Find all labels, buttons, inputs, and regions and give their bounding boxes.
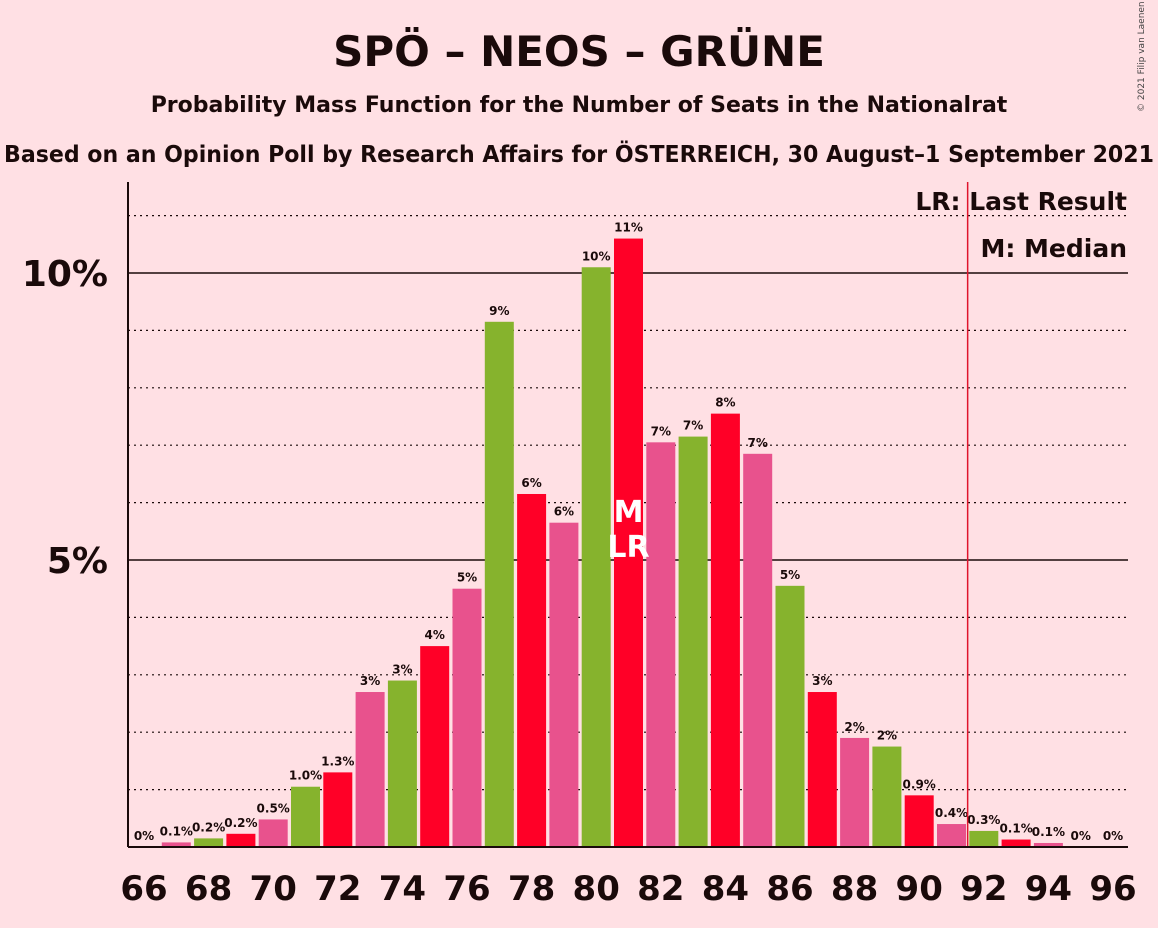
legend-median: M: Median xyxy=(980,234,1127,263)
data-label: 0.2% xyxy=(192,820,225,834)
bar xyxy=(581,267,611,847)
x-tick-label: 96 xyxy=(1089,869,1136,909)
data-label: 0.1% xyxy=(160,824,193,838)
x-tick-label: 82 xyxy=(637,869,684,909)
data-label: 1.3% xyxy=(321,754,354,768)
bar xyxy=(775,585,805,847)
bar xyxy=(1001,839,1031,847)
bar-layer xyxy=(161,238,1063,847)
bar xyxy=(194,838,224,847)
bar xyxy=(710,413,740,847)
data-label: 0.1% xyxy=(1032,825,1065,839)
x-tick-label: 70 xyxy=(250,869,297,909)
x-tick-label: 80 xyxy=(573,869,620,909)
y-tick-label: 10% xyxy=(22,254,108,295)
data-label: 0% xyxy=(134,829,154,843)
data-label: 4% xyxy=(425,628,445,642)
x-tick-label: 78 xyxy=(508,869,555,909)
bar xyxy=(291,786,320,847)
data-label: 3% xyxy=(360,674,380,688)
data-label: 0.4% xyxy=(935,806,968,820)
bar xyxy=(840,737,870,847)
data-label: 0.5% xyxy=(257,801,290,815)
bar xyxy=(872,746,902,847)
last-result-marker: LR xyxy=(607,530,649,565)
data-label: 10% xyxy=(582,249,611,263)
data-label: 0.9% xyxy=(903,777,936,791)
median-marker: M xyxy=(614,495,644,530)
x-tick-label: 76 xyxy=(443,869,490,909)
bar xyxy=(517,493,547,847)
data-label: 0% xyxy=(1071,829,1091,843)
chart-subtitle: Probability Mass Function for the Number… xyxy=(151,93,1008,118)
data-label: 8% xyxy=(715,396,735,410)
bar xyxy=(387,680,417,847)
chart-title: SPÖ – NEOS – GRÜNE xyxy=(333,26,825,76)
data-label: 9% xyxy=(489,304,509,318)
bar xyxy=(1033,842,1063,847)
text-layer: SPÖ – NEOS – GRÜNE Probability Mass Func… xyxy=(4,1,1154,263)
data-label: 6% xyxy=(521,476,541,490)
x-tick-label: 86 xyxy=(766,869,813,909)
x-tick-label: 74 xyxy=(379,869,426,909)
bar xyxy=(646,442,676,847)
bar xyxy=(969,830,999,847)
y-tick-label: 5% xyxy=(47,541,108,582)
bar xyxy=(937,824,966,847)
bar xyxy=(549,522,579,847)
data-label: 11% xyxy=(614,221,643,235)
data-label: 0% xyxy=(1103,829,1123,843)
bar xyxy=(807,692,837,847)
data-label: 3% xyxy=(392,663,412,677)
x-tick-label: 72 xyxy=(314,869,361,909)
data-label-layer: 0% 0.1% 0.2% 0.2%0.5%1.0%1.3%3%3%4%5%9%6%6%… xyxy=(134,221,1123,843)
copyright-notice: © 2021 Filip van Laenen xyxy=(1137,1,1147,112)
bar xyxy=(161,842,191,847)
chart-subtitle-2: Based on an Opinion Poll by Research Aff… xyxy=(4,140,1154,168)
x-tick-label: 92 xyxy=(960,869,1007,909)
bar xyxy=(226,833,256,847)
legend-last-result: LR: Last Result xyxy=(915,187,1127,216)
x-tick-label: 68 xyxy=(185,869,232,909)
x-tick-label: 94 xyxy=(1025,869,1072,909)
data-label: 7% xyxy=(748,436,768,450)
bar xyxy=(452,588,482,847)
x-tick-label: 88 xyxy=(831,869,878,909)
bar xyxy=(904,795,934,847)
x-tick-label: 90 xyxy=(896,869,943,909)
data-label: 6% xyxy=(554,505,574,519)
axis-layer: 5% 10% 66 68 70 72 74 76 78 80 82 84 86 88 90 92 94 96 xyxy=(22,182,1137,909)
bar xyxy=(743,453,773,847)
bar xyxy=(323,772,353,847)
data-label: 0.3% xyxy=(967,813,1000,827)
bar xyxy=(678,436,708,847)
data-label: 3% xyxy=(812,674,832,688)
data-label: 5% xyxy=(457,571,477,585)
data-label: 7% xyxy=(651,424,671,438)
bar xyxy=(420,646,450,847)
x-tick-label: 66 xyxy=(120,869,167,909)
x-tick-label: 84 xyxy=(702,869,749,909)
data-label: 0.2% xyxy=(224,816,257,830)
data-label: 0.1% xyxy=(999,822,1032,836)
bar xyxy=(614,238,643,847)
data-label: 7% xyxy=(683,419,703,433)
data-label: 2% xyxy=(844,720,864,734)
data-label: 5% xyxy=(780,568,800,582)
bar xyxy=(484,321,514,847)
bar xyxy=(258,819,288,847)
data-label: 1.0% xyxy=(289,769,322,783)
data-label: 2% xyxy=(877,729,897,743)
bar xyxy=(355,692,385,847)
